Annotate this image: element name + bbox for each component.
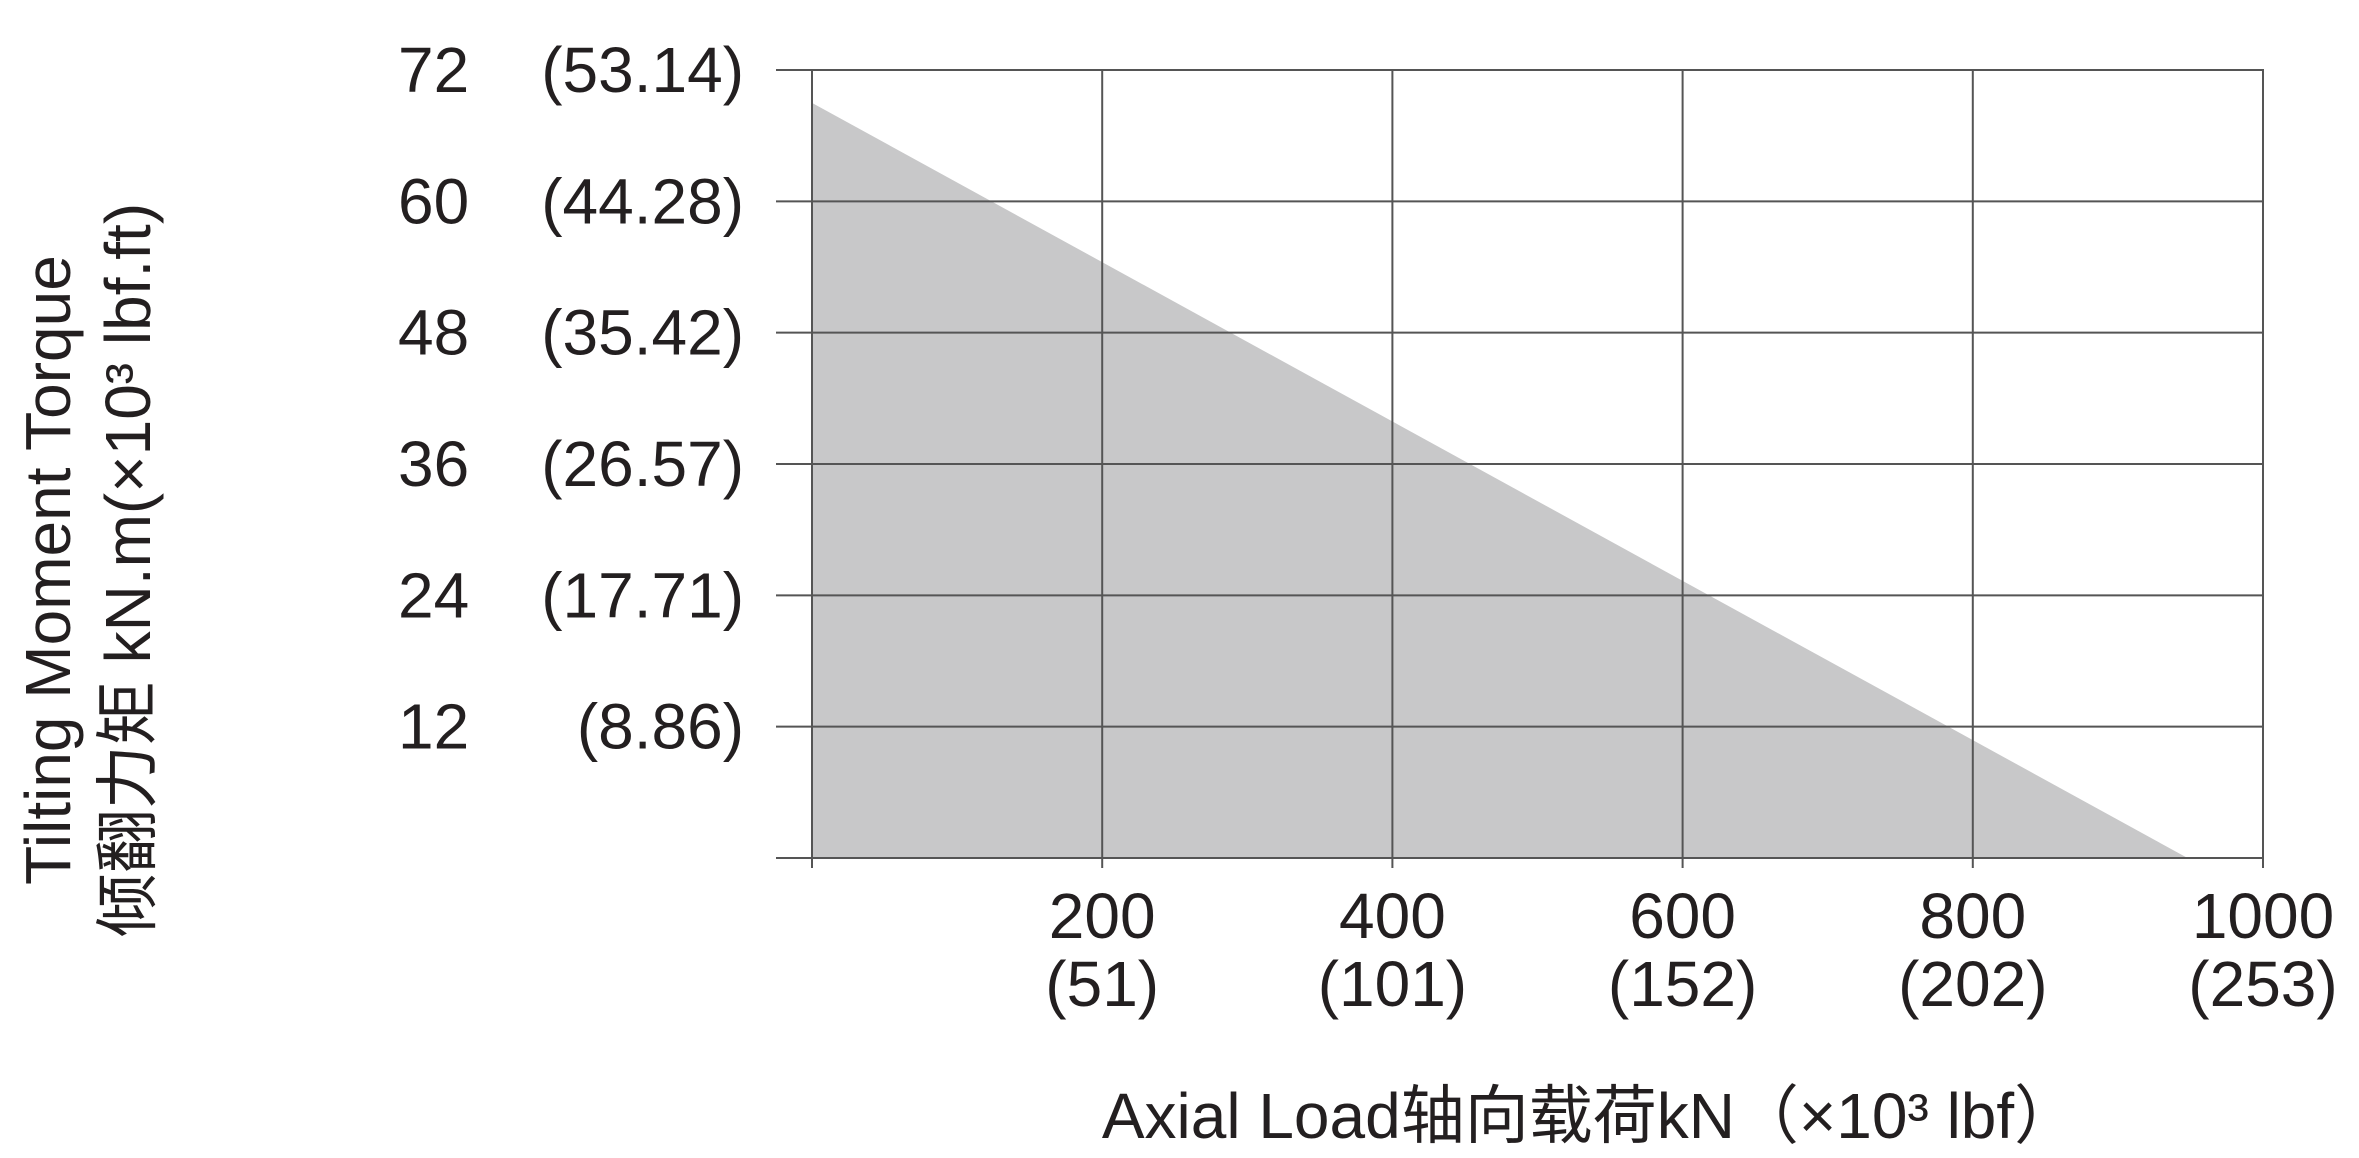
y-axis-label-line2: 倾翻力矩 kN.m(×10³ lbf.ft) [92, 203, 164, 937]
x-tick-sublabel-1000: (253) [2188, 948, 2337, 1020]
capacity-area-0 [812, 102, 2188, 859]
x-tick-sublabel-600: (152) [1608, 948, 1757, 1020]
x-tick-sublabel-200: (51) [1045, 948, 1159, 1020]
x-axis-label: Axial Load轴向载荷kN（×10³ lbf） [1102, 1080, 2078, 1152]
y-tick-label-12: 12 [398, 691, 469, 763]
y-tick-sublabel-72: (53.14) [541, 34, 744, 106]
x-tick-sublabel-400: (101) [1318, 948, 1467, 1020]
x-tick-label-1000: 1000 [2192, 880, 2334, 952]
y-tick-label-60: 60 [398, 165, 469, 237]
x-tick-sublabel-800: (202) [1898, 948, 2047, 1020]
y-tick-sublabel-36: (26.57) [541, 428, 744, 500]
y-axis-title: Tilting Moment Torque 倾翻力矩 kN.m(×10³ lbf… [12, 203, 164, 937]
y-tick-label-36: 36 [398, 428, 469, 500]
x-tick-label-600: 600 [1629, 880, 1736, 952]
y-axis-ticks: 12 (8.86) 24 (17.71) 36 (26.57) 48 (35.42) 60 (44… [398, 34, 744, 763]
x-axis-ticks: 200(51) 400(101) 600(152) 800(202) 1000(253) [1045, 880, 2337, 1020]
plot-frame [811, 69, 2264, 859]
y-tick-sublabel-24: (17.71) [541, 559, 744, 631]
y-tick-sublabel-48: (35.42) [541, 297, 744, 369]
x-tick-label-200: 200 [1049, 880, 1156, 952]
y-axis-label-line1: Tilting Moment Torque [12, 255, 84, 885]
plot-area [812, 102, 2188, 859]
y-tick-sublabel-60: (44.28) [541, 165, 744, 237]
x-tick-label-400: 400 [1339, 880, 1446, 952]
y-tick-label-72: 72 [398, 34, 469, 106]
y-tick-label-24: 24 [398, 559, 469, 631]
y-tick-sublabel-12: (8.86) [577, 691, 744, 763]
y-tick-label-48: 48 [398, 297, 469, 369]
x-tick-label-800: 800 [1919, 880, 2026, 952]
